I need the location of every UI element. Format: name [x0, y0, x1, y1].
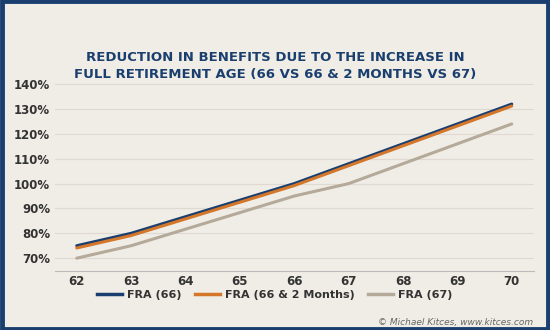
Text: © Michael Kitces, www.kitces.com: © Michael Kitces, www.kitces.com: [378, 318, 534, 327]
Legend: FRA (66), FRA (66 & 2 Months), FRA (67): FRA (66), FRA (66 & 2 Months), FRA (67): [93, 286, 457, 305]
Text: FULL RETIREMENT AGE (66 VS 66 & 2 MONTHS VS 67): FULL RETIREMENT AGE (66 VS 66 & 2 MONTHS…: [74, 68, 476, 81]
Text: REDUCTION IN BENEFITS DUE TO THE INCREASE IN: REDUCTION IN BENEFITS DUE TO THE INCREAS…: [86, 51, 464, 64]
